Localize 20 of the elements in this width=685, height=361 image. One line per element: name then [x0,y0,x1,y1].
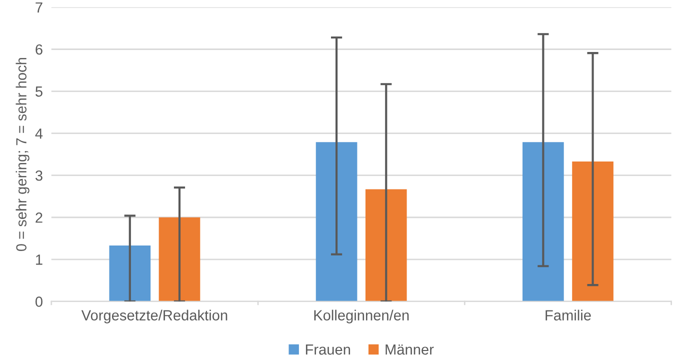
y-tick-label: 3 [35,170,42,181]
y-tick-label: 6 [36,44,42,55]
x-tick-label: Kolleginnen/en [314,310,409,324]
legend-label: Frauen [306,344,350,355]
bar [522,142,564,302]
bar [109,246,151,302]
y-axis-title: 0 = sehr gering; 7 = sehr hoch [16,58,30,252]
bar [158,217,200,302]
bar [316,142,358,302]
y-tick-label: 0 [36,296,42,307]
y-tick-label: 7 [36,2,42,13]
x-tick-label: Familie [546,310,591,320]
bar [365,189,407,302]
y-tick-label: 4 [35,128,43,139]
y-tick-label: 5 [36,86,42,97]
x-tick-label: Vorgesetzte/Redaktion [81,310,228,324]
y-tick-label: 1 [36,254,42,265]
legend-label: Männer [386,344,434,355]
bar [572,161,614,302]
y-tick-label: 2 [36,212,42,223]
